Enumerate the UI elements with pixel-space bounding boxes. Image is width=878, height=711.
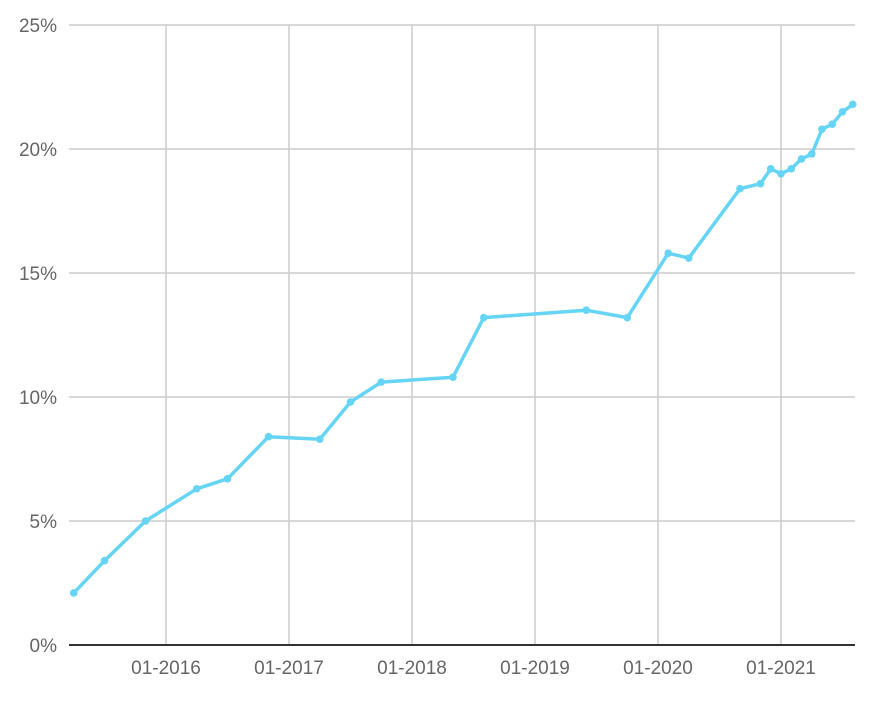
data-point — [69, 589, 78, 597]
x-tick-label: 01-2018 — [377, 658, 447, 679]
data-point — [787, 165, 796, 173]
x-tick-label: 01-2020 — [623, 658, 693, 679]
y-tick-label: 10% — [19, 388, 57, 409]
data-point — [623, 313, 632, 322]
data-point — [100, 556, 109, 565]
y-tick-label: 20% — [19, 140, 57, 161]
data-point — [797, 155, 806, 163]
y-tick-label: 25% — [19, 16, 57, 37]
data-point — [264, 432, 273, 441]
data-point — [684, 254, 693, 262]
data-point — [818, 125, 826, 133]
data-point — [664, 249, 673, 257]
x-tick-label: 01-2019 — [500, 658, 570, 679]
data-point — [766, 165, 775, 173]
data-point — [736, 184, 744, 193]
data-point — [449, 373, 457, 381]
y-tick-label: 0% — [30, 636, 58, 657]
y-tick-label: 15% — [19, 264, 57, 285]
data-point — [848, 100, 857, 109]
y-axis: 0% 5% 10% 15% 20% 25% — [19, 16, 57, 657]
x-tick-label: 01-2017 — [254, 658, 324, 679]
data-point — [756, 179, 765, 188]
data-point — [828, 120, 837, 128]
data-point — [479, 313, 488, 322]
series-line — [72, 102, 854, 595]
series — [69, 100, 857, 597]
y-tick-label: 5% — [30, 512, 58, 533]
data-point — [838, 108, 847, 116]
data-point — [346, 398, 355, 406]
data-point — [377, 378, 386, 386]
x-tick-label: 01-2021 — [746, 658, 816, 679]
data-point — [141, 517, 150, 525]
data-point — [315, 435, 324, 443]
x-tick-label: 01-2016 — [131, 658, 201, 679]
grid — [69, 24, 855, 645]
x-axis: 01-2016 01-2017 01-2018 01-2019 01-2020 … — [131, 658, 816, 679]
data-point — [223, 475, 232, 483]
data-point — [777, 170, 785, 178]
data-point — [807, 150, 816, 158]
data-point — [192, 484, 201, 493]
data-point — [582, 306, 591, 315]
